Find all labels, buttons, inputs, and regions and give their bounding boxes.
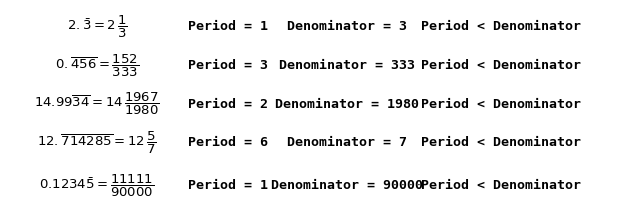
- Text: Period < Denominator: Period < Denominator: [421, 180, 581, 192]
- Text: $2.\bar{3} = 2\,\dfrac{1}{3}$: $2.\bar{3} = 2\,\dfrac{1}{3}$: [66, 14, 128, 40]
- Text: Period = 6: Period = 6: [188, 137, 269, 149]
- Text: Period < Denominator: Period < Denominator: [421, 98, 581, 111]
- Text: Period = 3: Period = 3: [188, 59, 269, 72]
- Text: Denominator = 7: Denominator = 7: [287, 137, 408, 149]
- Text: $0.1234\bar{5} = \dfrac{11111}{90000}$: $0.1234\bar{5} = \dfrac{11111}{90000}$: [39, 173, 155, 199]
- Text: Period < Denominator: Period < Denominator: [421, 20, 581, 33]
- Text: Period = 1: Period = 1: [188, 180, 269, 192]
- Text: $0.\overline{456} = \dfrac{152}{333}$: $0.\overline{456} = \dfrac{152}{333}$: [55, 52, 139, 79]
- Text: Period = 1: Period = 1: [188, 20, 269, 33]
- Text: Denominator = 90000: Denominator = 90000: [272, 180, 423, 192]
- Text: Denominator = 333: Denominator = 333: [279, 59, 416, 72]
- Text: Denominator = 3: Denominator = 3: [287, 20, 408, 33]
- Text: $12.\overline{714285} = 12\,\dfrac{5}{7}$: $12.\overline{714285} = 12\,\dfrac{5}{7}…: [37, 130, 157, 156]
- Text: Denominator = 1980: Denominator = 1980: [275, 98, 419, 111]
- Text: $14.99\overline{34} = 14\,\dfrac{1967}{1980}$: $14.99\overline{34} = 14\,\dfrac{1967}{1…: [34, 91, 160, 117]
- Text: Period < Denominator: Period < Denominator: [421, 137, 581, 149]
- Text: Period = 2: Period = 2: [188, 98, 269, 111]
- Text: Period < Denominator: Period < Denominator: [421, 59, 581, 72]
